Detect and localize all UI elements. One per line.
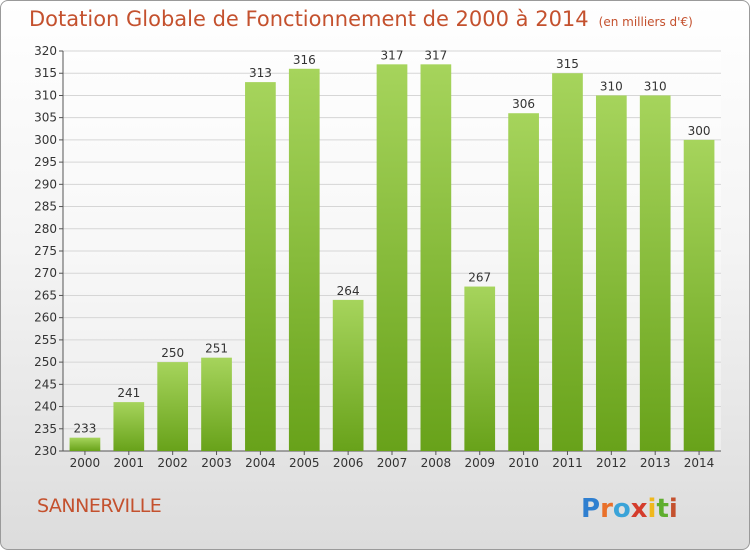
y-tick-label: 230 [34, 444, 57, 458]
bar-2004 [245, 82, 276, 451]
y-tick-label: 315 [34, 66, 57, 80]
bar-2001 [113, 402, 145, 451]
chart-title: Dotation Globale de Fonctionnement de 20… [29, 7, 693, 31]
bar-2003 [201, 357, 232, 451]
y-tick-label: 285 [34, 200, 57, 214]
y-tick-label: 260 [34, 311, 57, 325]
bar-2009 [464, 286, 496, 451]
chart-title-text: Dotation Globale de Fonctionnement de 20… [29, 7, 589, 31]
y-tick-label: 235 [34, 422, 57, 436]
y-tick-labels: 230 235 240 245 250 255 260 265 270 275 280 285 290 2… [34, 44, 57, 458]
y-tick-label: 320 [34, 44, 57, 58]
bar-2014 [683, 139, 715, 451]
y-tick-label: 265 [34, 288, 57, 302]
y-tick-label: 255 [34, 333, 57, 347]
data-label-2003: 251 [205, 342, 228, 356]
y-tick-label: 295 [34, 155, 57, 169]
data-label-2010: 306 [512, 97, 535, 111]
x-tick-label: 2012 [596, 456, 627, 470]
bars [69, 64, 715, 452]
bar-2008 [420, 64, 452, 452]
y-tick-label: 300 [34, 133, 57, 147]
data-label-2002: 250 [161, 346, 184, 360]
y-tick-label: 270 [34, 266, 57, 280]
y-tick-label: 305 [34, 111, 57, 125]
y-tick-label: 240 [34, 400, 57, 414]
bar-2012 [595, 95, 627, 451]
x-tick-label: 2006 [333, 456, 364, 470]
x-tick-label: 2009 [464, 456, 495, 470]
x-tick-label: 2008 [421, 456, 452, 470]
bar-2005 [288, 68, 320, 452]
data-label-2013: 310 [644, 79, 667, 93]
y-tick-label: 310 [34, 88, 57, 102]
data-label-2006: 264 [337, 284, 360, 298]
data-label-2004: 313 [249, 66, 272, 80]
data-label-2007: 317 [381, 48, 404, 62]
chart-unit-label: (en milliers d'€) [598, 15, 693, 29]
x-tick-label: 2000 [70, 456, 101, 470]
bar-2000 [69, 437, 101, 451]
svg-text:Proxiti: Proxiti [581, 494, 678, 524]
bar-2013 [639, 95, 671, 451]
x-tick-label: 2003 [201, 456, 232, 470]
x-tick-label: 2011 [552, 456, 583, 470]
data-label-2014: 300 [688, 124, 711, 138]
x-tick-label: 2005 [289, 456, 320, 470]
data-label-2009: 267 [468, 271, 491, 285]
data-labels: 233 241 250 251 313 316 264 317 317 267 306 315 310 3… [73, 48, 710, 435]
data-label-2011: 315 [556, 57, 579, 71]
data-label-2012: 310 [600, 79, 623, 93]
bar-2006 [332, 299, 364, 451]
data-label-2008: 317 [424, 48, 447, 62]
y-tick-label: 290 [34, 177, 57, 191]
x-tick-label: 2010 [508, 456, 539, 470]
x-tick-label: 2004 [245, 456, 276, 470]
bar-2007 [376, 64, 408, 452]
data-label-2000: 233 [73, 422, 96, 436]
x-tick-label: 2001 [114, 456, 145, 470]
data-label-2001: 241 [117, 386, 140, 400]
bar-2002 [157, 362, 189, 451]
data-label-2005: 316 [293, 53, 316, 67]
y-tick-label: 250 [34, 355, 57, 369]
x-tick-label: 2013 [640, 456, 671, 470]
bar-2010 [508, 113, 539, 451]
y-tick-label: 275 [34, 244, 57, 258]
x-tick-label: 2002 [157, 456, 188, 470]
x-tick-label: 2007 [377, 456, 408, 470]
commune-name: SANNERVILLE [37, 495, 162, 517]
y-tick-label: 245 [34, 377, 57, 391]
x-tick-label: 2014 [684, 456, 715, 470]
y-tick-label: 280 [34, 222, 57, 236]
proxiti-logo: Proxiti [581, 494, 678, 524]
x-tick-labels: 2000 2001 2002 2003 2004 2005 2006 2007 2008 2009… [70, 456, 715, 470]
bar-2011 [552, 73, 583, 451]
